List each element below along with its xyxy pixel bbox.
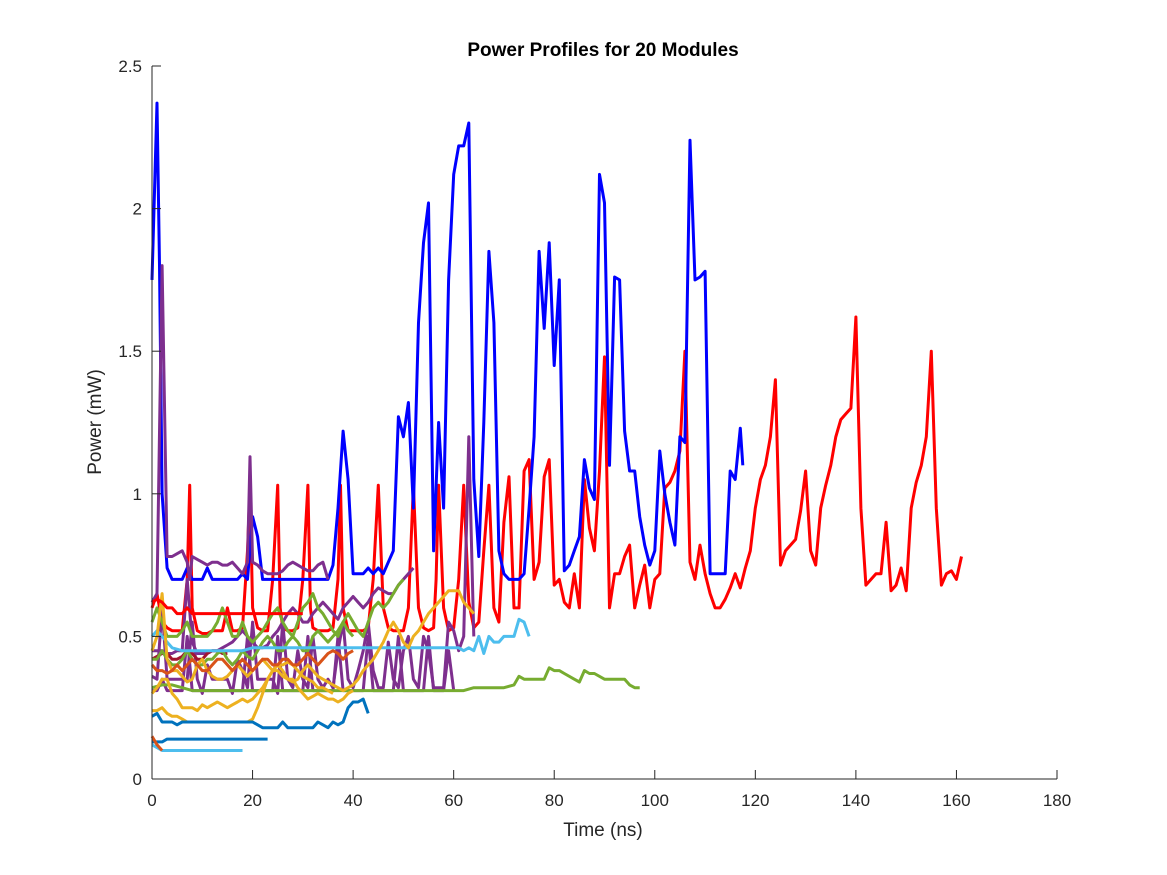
series-line-19 <box>150 649 354 675</box>
y-tick-label: 2 <box>133 200 142 219</box>
x-tick-label: 40 <box>344 791 363 810</box>
series-line-17 <box>152 737 268 744</box>
x-tick-label: 160 <box>942 791 970 810</box>
series-line-9 <box>152 620 355 667</box>
series-line-11 <box>150 617 531 655</box>
chart-title: Power Profiles for 20 Modules <box>467 40 738 61</box>
y-tick-label: 1 <box>133 485 142 504</box>
series-line-10 <box>151 666 640 693</box>
y-tick-label: 0.5 <box>118 627 142 646</box>
axes-layer: 0 20 40 60 80 100 120 140 160 180 0 0.5 1 1.5 2 2.5 <box>118 57 1071 810</box>
series-line-14 <box>150 663 354 713</box>
x-tick-label: 20 <box>243 791 262 810</box>
series-line-1 <box>150 315 963 635</box>
series-line-16 <box>151 697 370 730</box>
series-layer <box>150 101 963 752</box>
x-tick-label: 180 <box>1043 791 1071 810</box>
x-tick-label: 0 <box>147 791 156 810</box>
series-line-13 <box>150 589 475 693</box>
y-axis-label: Power (mW) <box>85 369 106 475</box>
x-tick-label: 140 <box>842 791 870 810</box>
x-tick-label: 120 <box>741 791 769 810</box>
y-tick-label: 0 <box>133 770 142 789</box>
y-tick-label: 1.5 <box>118 342 142 361</box>
series-line-20 <box>151 597 303 616</box>
x-tick-label: 80 <box>545 791 564 810</box>
series-line-8 <box>150 578 405 644</box>
x-tick-label: 60 <box>444 791 463 810</box>
series-line-18 <box>150 735 164 752</box>
y-tick-label: 2.5 <box>118 57 142 76</box>
series-line-3 <box>150 264 330 603</box>
x-axis-label: Time (ns) <box>563 820 643 841</box>
series-line-2 <box>150 101 745 581</box>
x-tick-label: 100 <box>641 791 669 810</box>
